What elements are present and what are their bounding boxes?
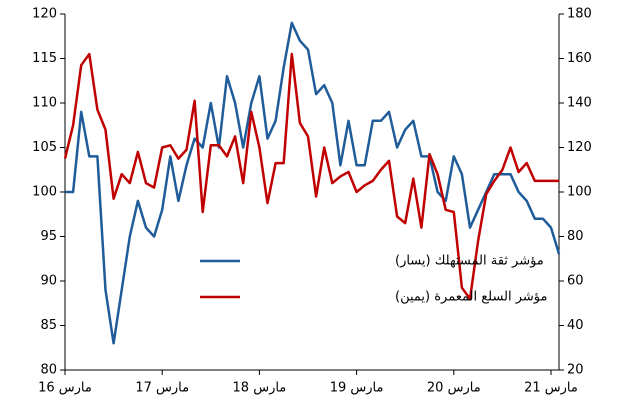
y-tick-label: 85 xyxy=(40,318,57,333)
y2-tick-label: 120 xyxy=(567,140,592,155)
legend-label: مؤشر ثقة المستهلك (يسار) xyxy=(395,254,544,269)
y2-tick-label: 140 xyxy=(567,96,592,111)
x-tick-label: مارس 16 xyxy=(38,381,92,396)
y-tick-label: 90 xyxy=(40,274,57,289)
x-tick-label: مارس 18 xyxy=(233,381,287,396)
x-tick-label: مارس 19 xyxy=(330,381,384,396)
y2-tick-label: 40 xyxy=(567,318,584,333)
x-tick-label: مارس 20 xyxy=(427,381,481,396)
x-tick-label: مارس 17 xyxy=(135,381,189,396)
y2-tick-label: 60 xyxy=(567,274,584,289)
y2-tick-label: 20 xyxy=(567,363,584,378)
y-tick-label: 110 xyxy=(32,96,57,111)
y-tick-label: 100 xyxy=(32,185,57,200)
y-tick-label: 80 xyxy=(40,363,57,378)
y2-tick-label: 100 xyxy=(567,185,592,200)
y2-tick-label: 180 xyxy=(567,7,592,22)
y-tick-label: 115 xyxy=(32,51,57,66)
x-tick-label: مارس 21 xyxy=(524,381,578,396)
series-line xyxy=(63,52,560,301)
y-tick-label: 95 xyxy=(40,229,57,244)
y-tick-label: 105 xyxy=(32,140,57,155)
y2-tick-label: 160 xyxy=(567,51,592,66)
legend-label: مؤشر السلع المعمرة (يمين) xyxy=(395,290,548,305)
y-tick-label: 120 xyxy=(32,7,57,22)
y2-tick-label: 80 xyxy=(567,229,584,244)
series-line xyxy=(65,21,561,345)
